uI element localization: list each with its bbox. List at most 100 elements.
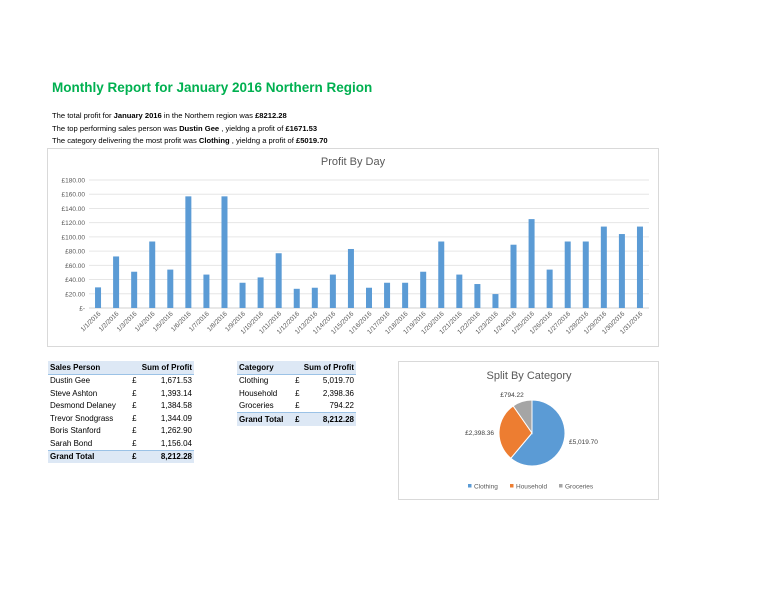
- bar[interactable]: [600, 226, 607, 308]
- y-tick-label: £20.00: [65, 291, 85, 298]
- sales-person-table: Sales Person Sum of Profit Dustin Gee £1,67…: [48, 361, 194, 463]
- row-label: Sarah Bond: [50, 438, 93, 448]
- row-value: 794.22: [329, 401, 354, 411]
- bar[interactable]: [275, 253, 282, 308]
- bar[interactable]: [257, 277, 264, 308]
- text-bold: Clothing: [198, 136, 230, 145]
- legend-swatch: [510, 484, 514, 488]
- bar[interactable]: [456, 274, 463, 308]
- bar[interactable]: [131, 271, 138, 308]
- table-row: Desmond Delaney £1,384.58: [48, 400, 194, 413]
- currency-symbol: £: [293, 412, 306, 426]
- summary-top-person: The top performing sales person was Dust…: [52, 124, 317, 133]
- table-row: Steve Ashton £1,393.14: [48, 387, 194, 400]
- currency-symbol: £: [295, 376, 300, 386]
- bar[interactable]: [113, 256, 120, 308]
- bar[interactable]: [474, 284, 481, 308]
- column-header: Sum of Profit: [130, 361, 194, 375]
- bar[interactable]: [366, 287, 372, 308]
- currency-symbol: £: [295, 401, 300, 411]
- pie-slice-household[interactable]: [498, 405, 533, 459]
- row-label: Household: [239, 388, 278, 398]
- bar[interactable]: [438, 241, 445, 308]
- row-label: Boris Stanford: [50, 426, 101, 436]
- row-label: Trevor Snodgrass: [50, 413, 114, 423]
- summary-top-category: The category delivering the most profit …: [52, 136, 328, 145]
- grand-total-value: 8,212.28: [305, 412, 356, 426]
- bar[interactable]: [618, 234, 625, 308]
- legend-label[interactable]: Household: [516, 484, 547, 491]
- y-tick-label: £60.00: [65, 263, 85, 270]
- bar[interactable]: [239, 282, 246, 308]
- row-label: Clothing: [239, 376, 269, 386]
- text-bold: £5019.70: [295, 136, 328, 145]
- bar[interactable]: [95, 287, 102, 308]
- row-label: Dustin Gee: [50, 376, 91, 386]
- bar[interactable]: [420, 271, 427, 308]
- row-value: 1,262.90: [160, 426, 192, 436]
- currency-symbol: £: [132, 376, 137, 386]
- text-bold: Dustin Gee: [179, 124, 220, 133]
- row-label: Steve Ashton: [50, 388, 98, 398]
- y-tick-label: £40.00: [65, 277, 85, 284]
- bar[interactable]: [167, 269, 174, 308]
- row-value: 1,344.09: [160, 413, 192, 423]
- pie-slice-clothing[interactable]: [510, 399, 566, 467]
- grand-total-label: Grand Total: [237, 412, 294, 426]
- bar[interactable]: [528, 219, 535, 308]
- text: The total profit for: [52, 111, 114, 120]
- text: The category delivering the most profit …: [52, 136, 199, 145]
- bar[interactable]: [636, 226, 643, 308]
- bar[interactable]: [564, 241, 571, 308]
- y-tick-label: £80.00: [65, 249, 85, 256]
- legend-swatch: [559, 484, 563, 488]
- bar[interactable]: [185, 196, 192, 308]
- bar[interactable]: [546, 269, 553, 308]
- currency-symbol: £: [130, 449, 143, 463]
- currency-symbol: £: [132, 388, 137, 398]
- currency-symbol: £: [132, 438, 137, 448]
- bar[interactable]: [510, 244, 517, 308]
- bar[interactable]: [402, 282, 409, 308]
- report-title: Monthly Report for January 2016 Northern…: [52, 80, 373, 95]
- bar[interactable]: [492, 294, 499, 308]
- row-value: 1,393.14: [160, 388, 192, 398]
- column-header: Category: [237, 361, 294, 375]
- table-row: Clothing £5,019.70: [237, 374, 356, 387]
- category-table: Category Sum of Profit Clothing £5,019.70 Ho…: [237, 361, 356, 426]
- data-label: £794.22: [500, 392, 524, 399]
- column-header: Sum of Profit: [293, 361, 356, 375]
- data-label: £5,019.70: [569, 439, 598, 446]
- row-label: Groceries: [239, 401, 274, 411]
- chart-title: Profit By Day: [321, 156, 386, 168]
- row-value: 1,384.58: [160, 401, 192, 411]
- bar[interactable]: [221, 196, 228, 308]
- bar[interactable]: [293, 288, 300, 308]
- split-by-category-chart[interactable]: Split By Category £5,019.70 £2,398.36 £794…: [398, 361, 659, 500]
- bar[interactable]: [203, 274, 210, 308]
- bar[interactable]: [311, 287, 318, 308]
- legend-label[interactable]: Groceries: [565, 484, 594, 491]
- row-label: Desmond Delaney: [50, 401, 116, 411]
- grand-total-row: Grand Total £8,212.28: [237, 412, 356, 426]
- text: in the Northern region was: [161, 111, 256, 120]
- legend-label[interactable]: Clothing: [474, 484, 498, 491]
- pie-slice-groceries[interactable]: [512, 399, 533, 435]
- bar[interactable]: [329, 274, 336, 308]
- legend-swatch: [468, 484, 472, 488]
- bar[interactable]: [149, 241, 156, 308]
- profit-by-day-chart[interactable]: Profit By Day £- £20.00 £40.00 £60.00 £80.00…: [47, 148, 659, 347]
- row-value: 1,671.53: [160, 376, 192, 386]
- y-tick-label: £-: [79, 306, 85, 313]
- bar[interactable]: [384, 282, 391, 308]
- table-row: Boris Stanford £1,262.90: [48, 425, 194, 438]
- text-bold: £1671.53: [285, 124, 318, 133]
- y-tick-label: £140.00: [62, 206, 86, 213]
- bar[interactable]: [582, 241, 589, 308]
- header-row: Category Sum of Profit: [237, 361, 356, 375]
- bar[interactable]: [347, 248, 354, 308]
- row-value: 2,398.36: [322, 388, 354, 398]
- grand-total-value: 8,212.28: [142, 449, 194, 463]
- y-tick-label: £100.00: [62, 234, 86, 241]
- column-header: Sales Person: [48, 361, 131, 375]
